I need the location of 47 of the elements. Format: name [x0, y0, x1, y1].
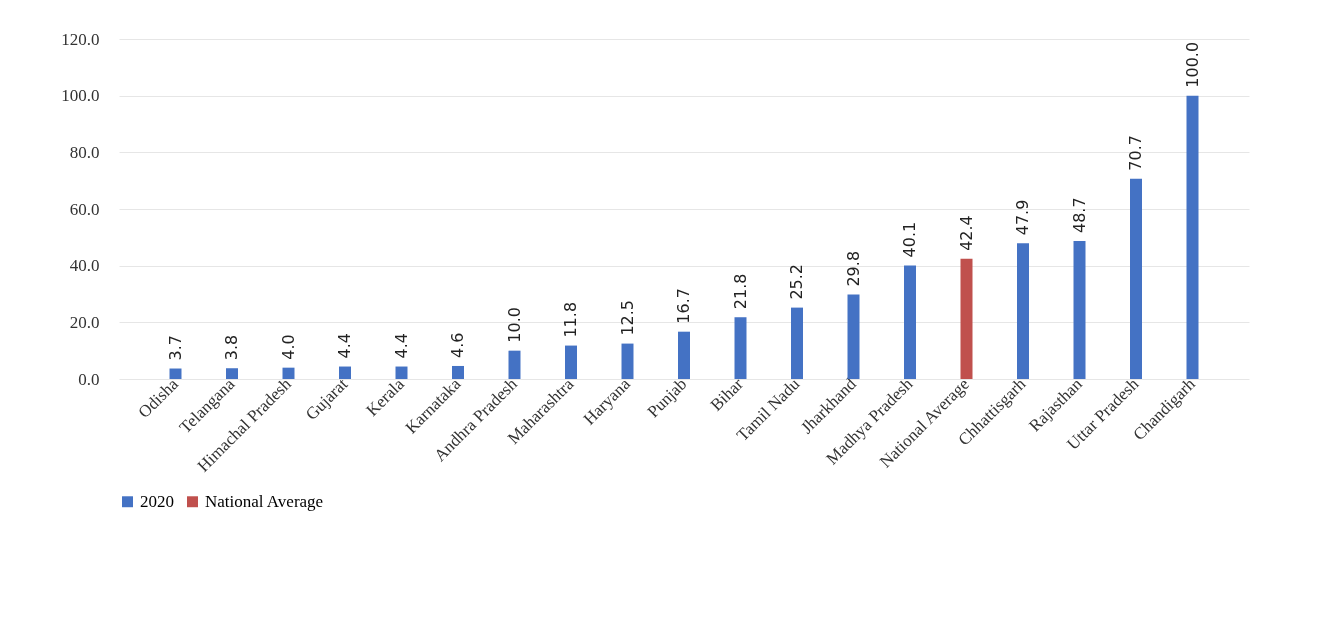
data-label: 11.8: [561, 301, 580, 338]
data-label: 12.5: [617, 299, 637, 336]
bar: [1073, 241, 1086, 379]
y-tick-label: 100.0: [61, 86, 100, 106]
bar: [282, 367, 295, 379]
bar: [847, 294, 860, 379]
y-tick-label: 0.0: [78, 369, 100, 389]
bar: [734, 317, 747, 379]
bar: [452, 365, 464, 379]
bar: [621, 343, 634, 379]
data-label: 42.4: [956, 215, 976, 251]
y-tick-label: 40.0: [69, 256, 100, 276]
data-label: 70.7: [1126, 135, 1145, 171]
bar: [508, 350, 521, 379]
bar: [339, 366, 351, 379]
data-label: 4.0: [278, 334, 298, 360]
bar: [565, 345, 577, 379]
y-tick-label: 120.0: [61, 29, 100, 49]
bar: [169, 368, 182, 379]
bar: [1130, 178, 1142, 379]
data-label: 3.8: [222, 334, 241, 361]
y-tick-label: 20.0: [69, 312, 100, 332]
data-label: 4.6: [448, 332, 467, 358]
data-label: 25.2: [787, 263, 806, 300]
data-label: 40.1: [900, 221, 919, 258]
bar: [1186, 95, 1199, 379]
y-tick-label: 60.0: [69, 199, 100, 219]
legend-label: National Average: [205, 491, 324, 511]
bar: [678, 331, 690, 379]
data-label: 16.7: [674, 288, 693, 324]
data-label: 48.7: [1069, 197, 1089, 234]
data-label: 3.7: [165, 335, 185, 361]
data-label: 10.0: [504, 307, 524, 343]
data-label: 21.8: [730, 273, 750, 310]
y-tick-label: 80.0: [69, 142, 100, 162]
bar: [904, 265, 916, 379]
bar: [960, 258, 973, 379]
data-label: 29.8: [843, 250, 863, 287]
data-label: 47.9: [1013, 199, 1032, 236]
bar: [1017, 243, 1029, 379]
data-label: 100.0: [1182, 41, 1202, 88]
bar: [395, 366, 408, 379]
bar: [791, 307, 803, 379]
data-label: 4.4: [335, 333, 354, 359]
legend-label: 2020: [140, 491, 174, 511]
bar: [226, 368, 238, 379]
data-label: 4.4: [391, 333, 411, 359]
